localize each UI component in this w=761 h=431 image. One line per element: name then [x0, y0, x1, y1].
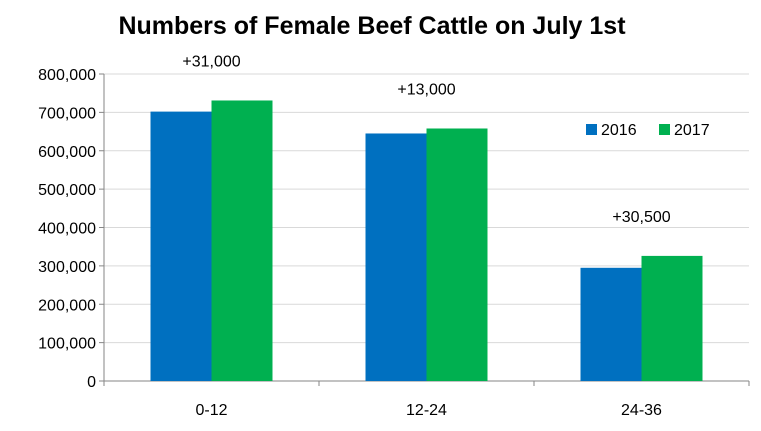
bar-2017-24-36 [641, 255, 703, 381]
bar-2017-12-24 [426, 128, 488, 381]
x-axis-ticks: 0-12 12-24 24-36 [195, 402, 662, 419]
bar-2017-0-12 [211, 100, 273, 381]
y-axis-ticks: 0 100,000 200,000 300,000 400,000 500,000 600,… [38, 67, 96, 391]
x-tick-label: 0-12 [195, 402, 227, 419]
y-tick-label: 200,000 [38, 297, 96, 314]
bar-2016-0-12 [150, 111, 212, 382]
annotations: +31,000 +13,000 +30,500 [182, 53, 670, 225]
y-tick-label: 0 [87, 374, 96, 391]
y-tick-label: 800,000 [38, 67, 96, 84]
y-tick-label: 600,000 [38, 144, 96, 161]
legend: 2016 2017 [586, 122, 710, 139]
x-tick-label: 12-24 [406, 402, 447, 419]
legend-swatch-2017 [659, 124, 670, 135]
x-tick-label: 24-36 [621, 402, 662, 419]
y-tick-label: 100,000 [38, 336, 96, 353]
difference-annotation: +31,000 [182, 53, 240, 70]
bars [150, 100, 703, 382]
legend-swatch-2016 [586, 124, 597, 135]
y-tick-label: 400,000 [38, 221, 96, 238]
legend-label: 2016 [601, 122, 637, 139]
y-tick-label: 500,000 [38, 182, 96, 199]
legend-label: 2017 [674, 122, 710, 139]
chart-title: Numbers of Female Beef Cattle on July 1s… [118, 12, 626, 40]
difference-annotation: +30,500 [612, 209, 670, 226]
difference-annotation: +13,000 [397, 81, 455, 98]
y-tick-label: 300,000 [38, 259, 96, 276]
y-tick-label: 700,000 [38, 105, 96, 122]
bar-2016-24-36 [580, 267, 642, 381]
bar-2016-12-24 [365, 133, 427, 381]
